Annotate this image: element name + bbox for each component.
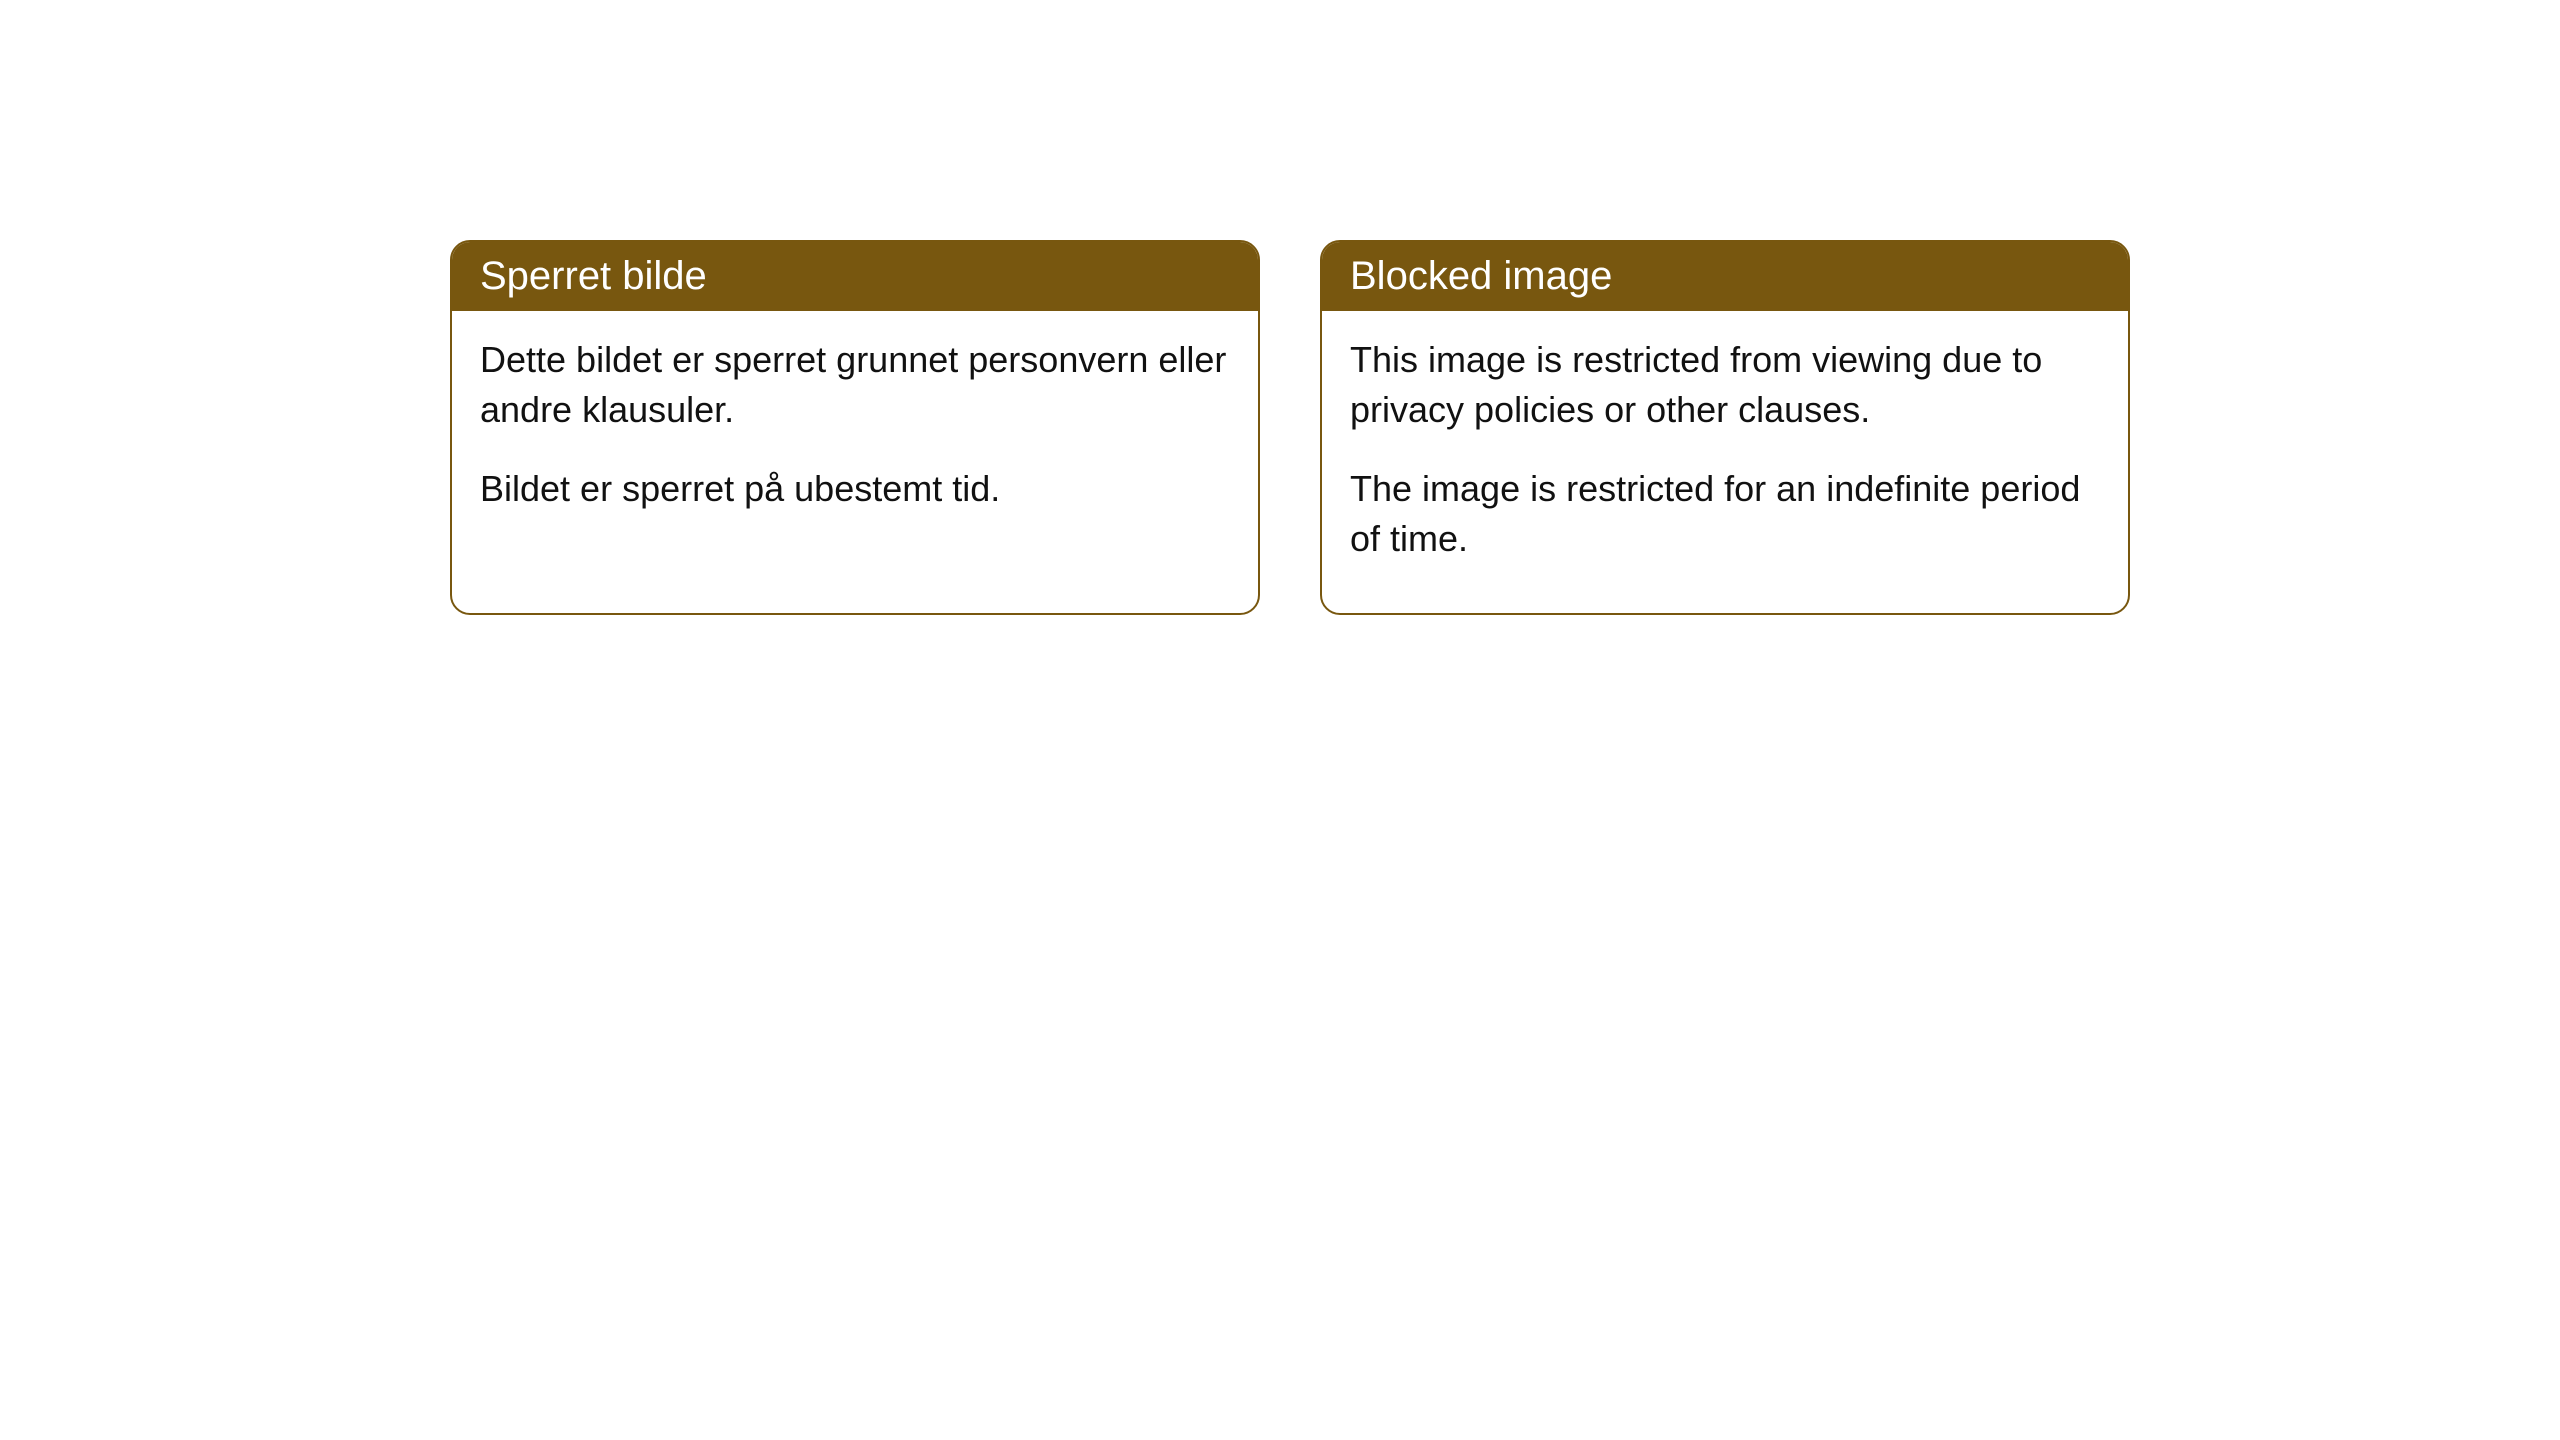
card-header-english: Blocked image: [1322, 242, 2128, 311]
card-paragraph: Bildet er sperret på ubestemt tid.: [480, 464, 1230, 514]
card-norwegian: Sperret bilde Dette bildet er sperret gr…: [450, 240, 1260, 615]
card-paragraph: This image is restricted from viewing du…: [1350, 335, 2100, 436]
card-paragraph: The image is restricted for an indefinit…: [1350, 464, 2100, 565]
card-header-norwegian: Sperret bilde: [452, 242, 1258, 311]
card-body-english: This image is restricted from viewing du…: [1322, 311, 2128, 613]
card-english: Blocked image This image is restricted f…: [1320, 240, 2130, 615]
card-paragraph: Dette bildet er sperret grunnet personve…: [480, 335, 1230, 436]
card-body-norwegian: Dette bildet er sperret grunnet personve…: [452, 311, 1258, 562]
cards-container: Sperret bilde Dette bildet er sperret gr…: [450, 240, 2130, 615]
